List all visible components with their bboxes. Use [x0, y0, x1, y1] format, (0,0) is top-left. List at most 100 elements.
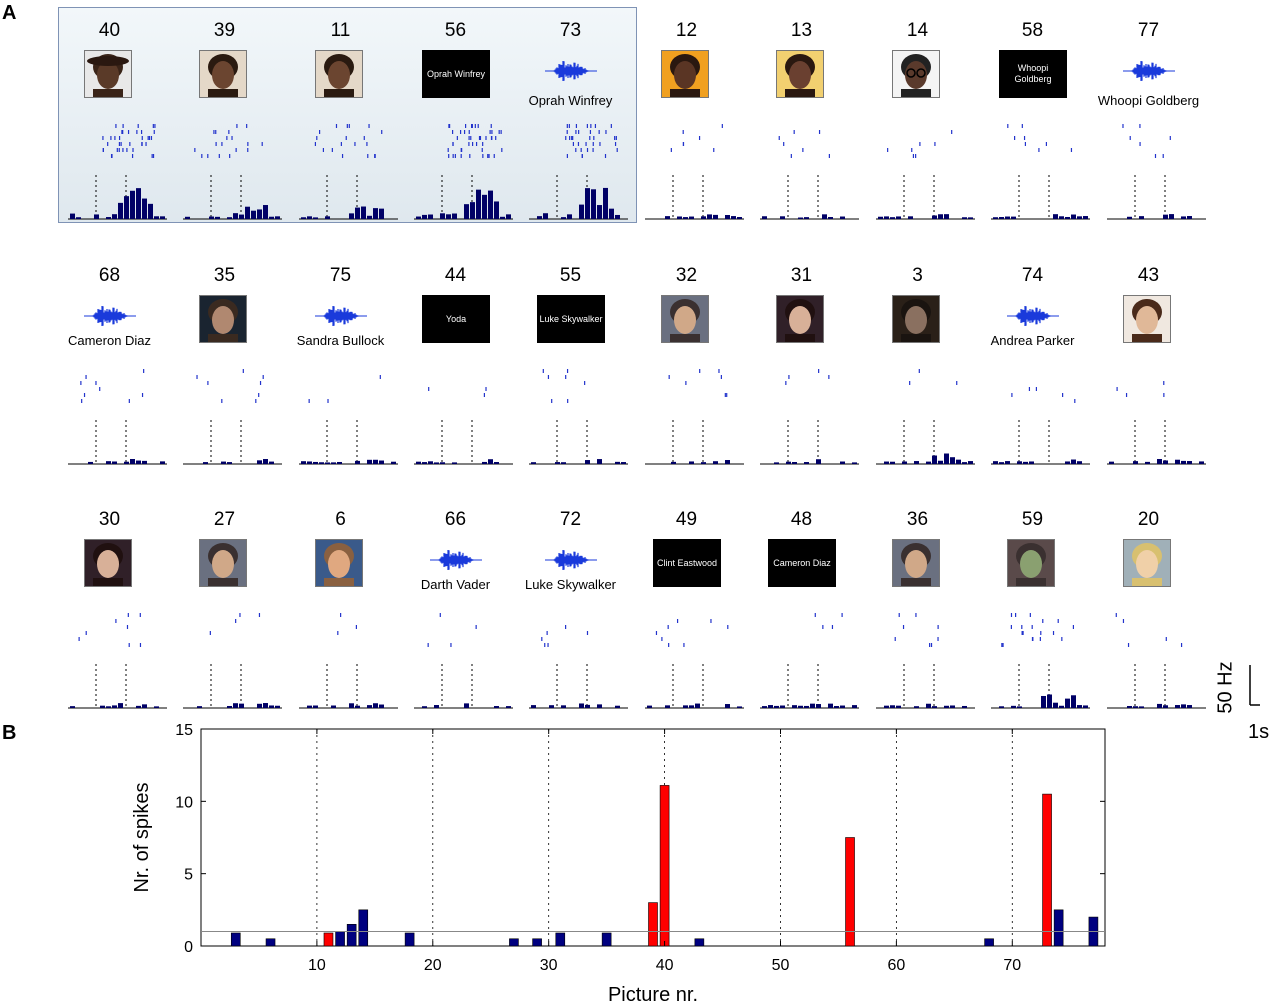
spike-raster [194, 124, 263, 158]
spike-raster [565, 124, 618, 158]
x-tick-label: 10 [308, 957, 326, 974]
sound-stimulus-label: Whoopi Goldberg [1097, 93, 1200, 108]
stimulus-number: 40 [98, 20, 121, 41]
spike-histogram [991, 175, 1090, 220]
spike-histogram [183, 420, 282, 465]
stimulus-cell-6: 6 [283, 497, 398, 737]
non-responsive-bar [265, 938, 276, 947]
non-responsive-bar [601, 932, 612, 947]
x-tick-label: 30 [540, 957, 558, 974]
spike-raster [1011, 387, 1076, 403]
spike-raster [337, 613, 358, 635]
written-name-stimulus: Yoda [422, 295, 490, 343]
stimulus-number: 44 [444, 265, 467, 286]
man-smile-face-icon [316, 540, 362, 586]
spike-histogram [645, 175, 744, 220]
vader-face-icon [893, 296, 939, 342]
spike-histogram [299, 420, 398, 465]
woman-glasses-face-icon [893, 51, 939, 97]
face-photo [776, 295, 824, 343]
woman-fair-face-icon [1124, 296, 1170, 342]
stimulus-number: 35 [213, 265, 236, 286]
stimulus-cell-11: 11 [283, 8, 398, 248]
non-responsive-bar [509, 938, 519, 947]
stimulus-number: 30 [98, 509, 121, 530]
spike-raster [314, 124, 383, 158]
stimulus-number: 75 [329, 265, 352, 286]
responsive-stimuli-highlight [58, 7, 637, 223]
spike-histogram [760, 420, 859, 465]
stimulus-number: 3 [912, 265, 923, 286]
stimulus-number: 59 [1021, 509, 1044, 530]
spike-histogram [645, 420, 744, 465]
spike-histogram [414, 664, 513, 709]
spike-raster [785, 369, 830, 385]
x-tick-label: 70 [1003, 957, 1021, 974]
y-tick-label: 0 [184, 939, 193, 956]
face-photo [199, 539, 247, 587]
spike-histogram [876, 175, 975, 220]
stimulus-cell-59: 59 [975, 497, 1090, 737]
stimulus-number: 6 [335, 509, 346, 530]
sound-stimulus-label: Cameron Diaz [67, 333, 152, 348]
woman-orange-face-icon [662, 51, 708, 97]
face-photo [84, 50, 132, 98]
spike-raster [196, 369, 264, 403]
spike-histogram [991, 420, 1090, 465]
sound-stimulus-label: Luke Skywalker [524, 577, 617, 592]
stimulus-number: 43 [1137, 265, 1160, 286]
spike-histogram [1107, 175, 1206, 220]
waveform-icon [545, 550, 597, 570]
yoda-face-icon [1008, 540, 1054, 586]
spike-histogram [876, 420, 975, 465]
responsive-bar [845, 837, 855, 947]
non-responsive-bar [984, 938, 994, 947]
stimulus-number: 12 [675, 20, 698, 41]
spike-histogram [183, 664, 282, 709]
stimulus-cell-73: 73 Oprah Winfrey [513, 8, 628, 248]
non-responsive-bar [404, 932, 415, 947]
woman-dark-face-icon [85, 540, 131, 586]
stimulus-number: 66 [444, 509, 467, 530]
written-name-stimulus: Clint Eastwood [653, 539, 721, 587]
stimulus-cell-32: 32 [629, 253, 744, 493]
spike-raster [1115, 613, 1183, 647]
spike-raster [1007, 124, 1073, 152]
sound-stimulus-label: Andrea Parker [990, 333, 1075, 348]
stimulus-number: 48 [790, 509, 813, 530]
man-suit-face-icon [662, 296, 708, 342]
face-photo [892, 50, 940, 98]
spike-histogram [529, 664, 628, 709]
spike-raster [778, 130, 830, 158]
stimulus-cell-36: 36 [860, 497, 975, 737]
spike-histogram [760, 664, 859, 709]
stimulus-number: 20 [1137, 509, 1160, 530]
waveform-icon [430, 550, 482, 570]
stimulus-cell-56: 56 Oprah Winfrey [398, 8, 513, 248]
non-responsive-bar [532, 938, 542, 947]
spike-histogram [68, 175, 167, 220]
panel-b-label: B [2, 722, 17, 744]
spike-raster [308, 375, 381, 403]
stimulus-cell-3: 3 [860, 253, 975, 493]
spike-raster [655, 619, 729, 647]
spike-raster [814, 613, 843, 629]
spike-histogram [645, 664, 744, 709]
stimulus-number: 32 [675, 265, 698, 286]
spike-raster [102, 124, 156, 158]
spike-histogram [876, 664, 975, 709]
stimulus-cell-39: 39 [167, 8, 282, 248]
spike-raster [447, 124, 503, 158]
written-name-stimulus: Oprah Winfrey [422, 50, 490, 98]
x-tick-label: 60 [887, 957, 905, 974]
waveform-icon [1123, 61, 1175, 81]
spike-histogram [299, 175, 398, 220]
stimulus-cell-77: 77 Whoopi Goldberg [1091, 8, 1206, 248]
stimulus-number: 27 [213, 509, 236, 530]
spike-raster [1001, 613, 1075, 647]
y-tick-label: 5 [184, 867, 193, 884]
stimulus-number: 72 [559, 509, 582, 530]
man-suit-face-icon [893, 540, 939, 586]
face-photo [199, 50, 247, 98]
stimulus-number: 74 [1021, 265, 1044, 286]
